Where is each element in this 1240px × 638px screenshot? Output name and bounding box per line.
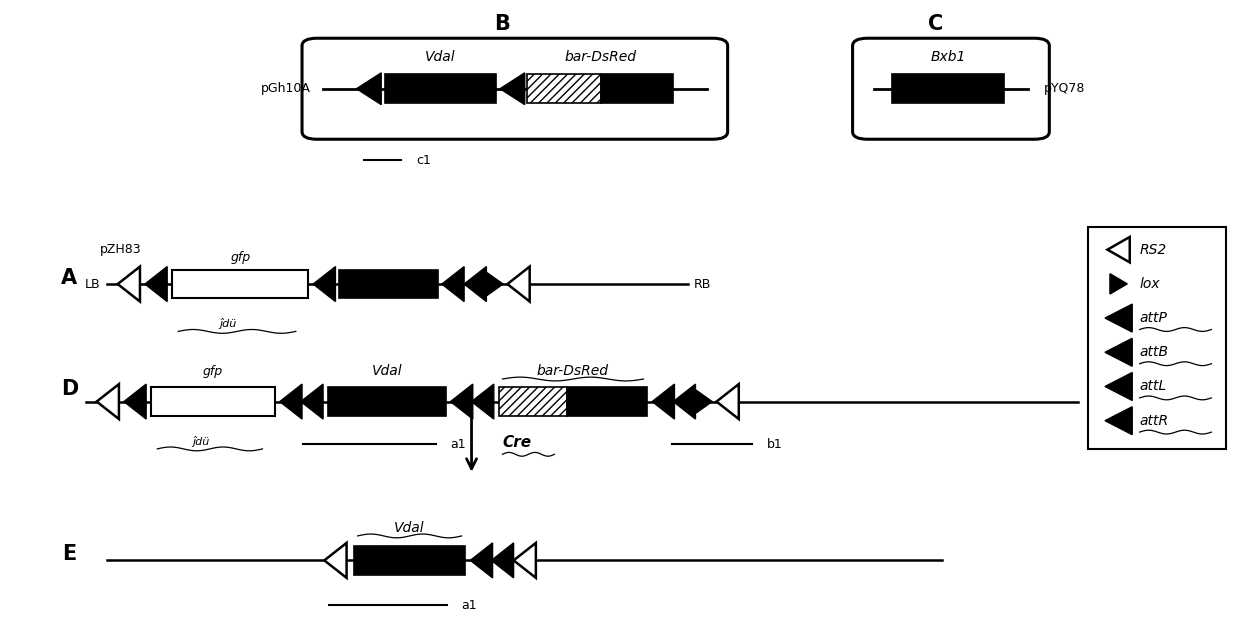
Text: LB: LB	[84, 278, 100, 290]
Polygon shape	[145, 267, 167, 302]
Text: Cre: Cre	[502, 435, 532, 450]
Bar	[151, 387, 275, 416]
Text: Vdal: Vdal	[394, 521, 425, 535]
Polygon shape	[717, 384, 739, 419]
Polygon shape	[1110, 274, 1127, 294]
Text: Bxb1: Bxb1	[930, 50, 966, 64]
Polygon shape	[500, 73, 525, 105]
Text: bar-DsRed: bar-DsRed	[537, 364, 609, 378]
Bar	[384, 75, 496, 103]
Text: E: E	[62, 544, 77, 564]
Bar	[601, 75, 673, 103]
Text: b1: b1	[766, 438, 782, 451]
Bar	[567, 387, 647, 416]
Polygon shape	[1105, 304, 1132, 332]
Polygon shape	[491, 543, 513, 578]
Polygon shape	[471, 384, 494, 419]
Polygon shape	[464, 267, 486, 302]
Bar	[527, 75, 601, 103]
Polygon shape	[280, 384, 303, 419]
Polygon shape	[356, 73, 381, 105]
Polygon shape	[673, 384, 696, 419]
Bar	[172, 270, 309, 299]
Text: lox: lox	[1140, 277, 1161, 291]
Bar	[329, 387, 445, 416]
Text: ĵdü: ĵdü	[192, 436, 210, 447]
Polygon shape	[124, 384, 146, 419]
Text: Vdal: Vdal	[372, 364, 402, 378]
Text: c1: c1	[415, 154, 430, 167]
Text: attB: attB	[1140, 345, 1168, 359]
FancyBboxPatch shape	[303, 38, 728, 139]
Bar	[353, 546, 465, 575]
Text: attP: attP	[1140, 311, 1168, 325]
Polygon shape	[1105, 338, 1132, 366]
Text: gfp: gfp	[203, 365, 223, 378]
Text: RS2: RS2	[1140, 242, 1167, 256]
Polygon shape	[1105, 406, 1132, 434]
Text: D: D	[61, 379, 78, 399]
Polygon shape	[470, 543, 492, 578]
Polygon shape	[441, 267, 464, 302]
Text: attR: attR	[1140, 413, 1169, 427]
Polygon shape	[301, 384, 324, 419]
Text: pGh10A: pGh10A	[260, 82, 311, 95]
Text: a1: a1	[461, 598, 477, 612]
Text: A: A	[61, 268, 77, 288]
Polygon shape	[652, 384, 675, 419]
Bar	[340, 270, 438, 299]
Polygon shape	[97, 384, 119, 419]
Text: bar-DsRed: bar-DsRed	[564, 50, 636, 64]
Text: pYQ78: pYQ78	[1044, 82, 1086, 95]
Bar	[893, 75, 1003, 103]
Polygon shape	[487, 272, 503, 295]
Polygon shape	[118, 267, 140, 302]
Polygon shape	[513, 543, 536, 578]
Polygon shape	[1105, 373, 1132, 401]
Text: a1: a1	[450, 438, 466, 451]
Bar	[498, 387, 567, 416]
Text: RB: RB	[694, 278, 712, 290]
Text: ĵdü: ĵdü	[219, 318, 237, 329]
Text: attL: attL	[1140, 380, 1167, 394]
Text: pZH83: pZH83	[100, 242, 143, 256]
Polygon shape	[314, 267, 336, 302]
Polygon shape	[325, 543, 346, 578]
Polygon shape	[1107, 237, 1130, 262]
Text: Vdal: Vdal	[425, 50, 456, 64]
Polygon shape	[450, 384, 472, 419]
Text: gfp: gfp	[231, 251, 250, 263]
Polygon shape	[507, 267, 529, 302]
Text: C: C	[928, 13, 944, 34]
FancyBboxPatch shape	[853, 38, 1049, 139]
Bar	[1087, 227, 1226, 449]
Polygon shape	[696, 390, 712, 413]
Text: B: B	[495, 13, 511, 34]
